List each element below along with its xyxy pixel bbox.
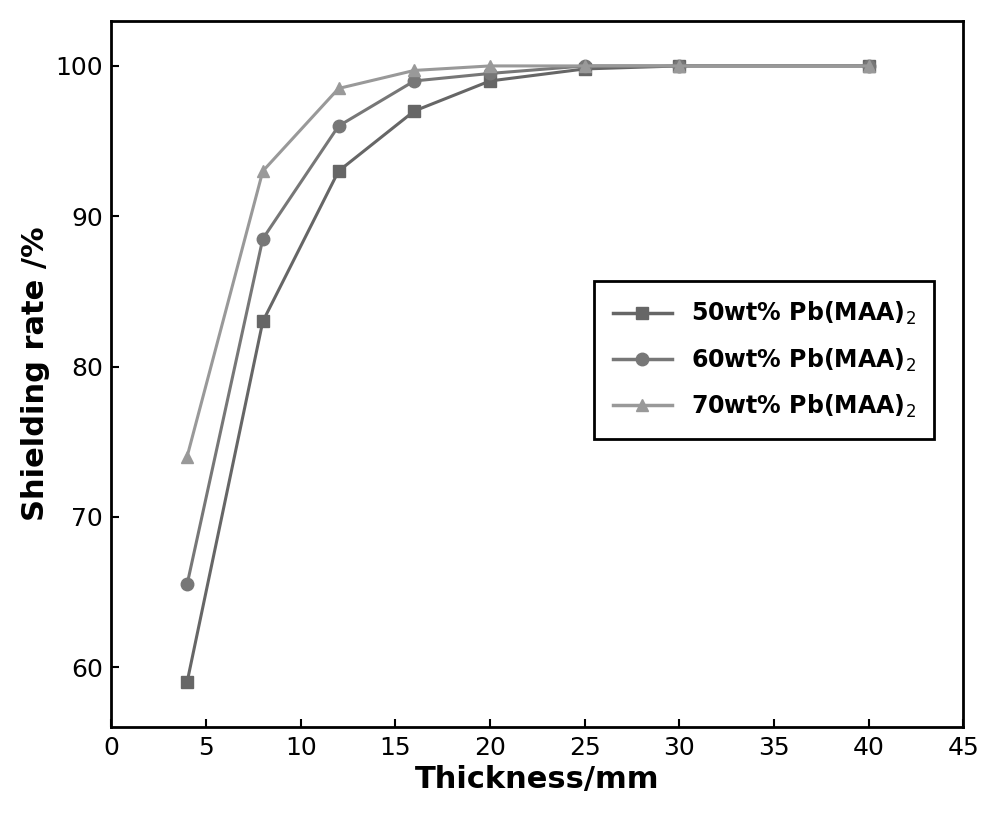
- 50wt% Pb(MAA)$_2$: [257, 316, 269, 326]
- 50wt% Pb(MAA)$_2$: [863, 61, 875, 71]
- Line: 60wt% Pb(MAA)$_2$: 60wt% Pb(MAA)$_2$: [181, 59, 875, 591]
- Legend: 50wt% Pb(MAA)$_2$, 60wt% Pb(MAA)$_2$, 70wt% Pb(MAA)$_2$: 50wt% Pb(MAA)$_2$, 60wt% Pb(MAA)$_2$, 70…: [594, 281, 934, 438]
- 70wt% Pb(MAA)$_2$: [333, 84, 345, 94]
- 70wt% Pb(MAA)$_2$: [484, 61, 496, 71]
- 50wt% Pb(MAA)$_2$: [408, 106, 420, 116]
- 50wt% Pb(MAA)$_2$: [673, 61, 685, 71]
- 50wt% Pb(MAA)$_2$: [333, 166, 345, 176]
- 70wt% Pb(MAA)$_2$: [181, 452, 193, 461]
- 60wt% Pb(MAA)$_2$: [863, 61, 875, 71]
- Y-axis label: Shielding rate /%: Shielding rate /%: [21, 227, 50, 522]
- 70wt% Pb(MAA)$_2$: [673, 61, 685, 71]
- 50wt% Pb(MAA)$_2$: [579, 64, 591, 74]
- Line: 70wt% Pb(MAA)$_2$: 70wt% Pb(MAA)$_2$: [181, 59, 875, 463]
- X-axis label: Thickness/mm: Thickness/mm: [415, 765, 660, 794]
- 70wt% Pb(MAA)$_2$: [257, 166, 269, 176]
- 50wt% Pb(MAA)$_2$: [181, 677, 193, 687]
- 60wt% Pb(MAA)$_2$: [181, 579, 193, 589]
- 60wt% Pb(MAA)$_2$: [408, 76, 420, 86]
- 70wt% Pb(MAA)$_2$: [863, 61, 875, 71]
- 50wt% Pb(MAA)$_2$: [484, 76, 496, 86]
- 70wt% Pb(MAA)$_2$: [408, 65, 420, 75]
- 60wt% Pb(MAA)$_2$: [257, 234, 269, 244]
- 60wt% Pb(MAA)$_2$: [484, 68, 496, 78]
- 60wt% Pb(MAA)$_2$: [673, 61, 685, 71]
- Line: 50wt% Pb(MAA)$_2$: 50wt% Pb(MAA)$_2$: [181, 59, 875, 689]
- 70wt% Pb(MAA)$_2$: [579, 61, 591, 71]
- 60wt% Pb(MAA)$_2$: [333, 121, 345, 131]
- 60wt% Pb(MAA)$_2$: [579, 61, 591, 71]
